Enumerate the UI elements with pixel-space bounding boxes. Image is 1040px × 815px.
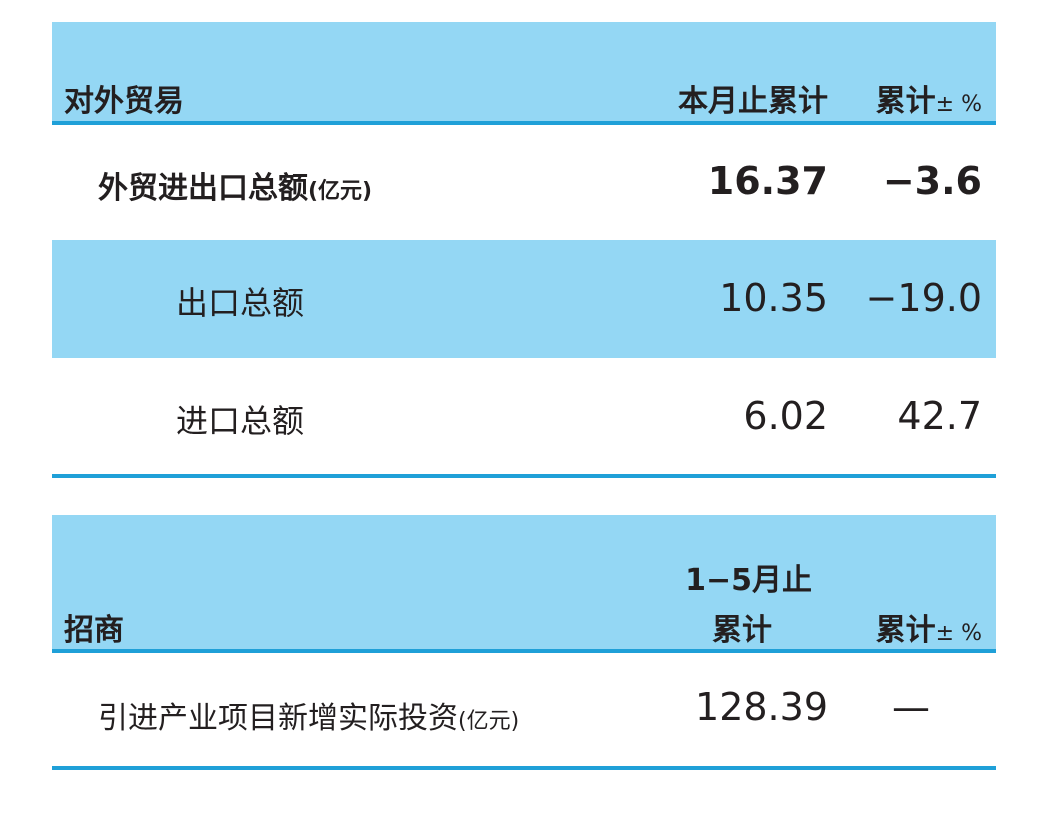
- header-rule: [52, 649, 996, 653]
- bottom-rule: [52, 474, 996, 478]
- header-title: 对外贸易: [64, 84, 184, 119]
- row-value: 128.39: [695, 685, 828, 729]
- row-value: 6.02: [743, 394, 828, 438]
- table-row: 进口总额 6.02 42.7: [52, 358, 996, 474]
- header-col1-line2: 累计: [712, 613, 772, 648]
- row-change: −3.6: [882, 159, 982, 203]
- bottom-rule: [52, 766, 996, 770]
- table-header: 对外贸易 本月止累计 累计± %: [52, 22, 996, 122]
- row-change: 42.7: [897, 394, 982, 438]
- header-col2: 累计± %: [876, 605, 982, 649]
- header-col2: 累计± %: [876, 76, 982, 120]
- foreign-trade-table: 对外贸易 本月止累计 累计± % 外贸进出口总额(亿元) 16.37 −3.6 …: [52, 22, 996, 482]
- row-label: 进口总额: [176, 402, 305, 440]
- header-col1: 本月止累计: [678, 84, 828, 119]
- row-label: 外贸进出口总额(亿元): [98, 163, 372, 207]
- header-col2-suffix: ± %: [935, 621, 982, 646]
- row-change: −19.0: [865, 276, 982, 320]
- header-col1-line1: 1−5月止: [685, 563, 812, 598]
- row-label-text: 外贸进出口总额: [98, 171, 308, 206]
- row-unit: (亿元): [308, 179, 373, 204]
- row-unit: (亿元): [458, 709, 520, 734]
- row-label-text: 引进产业项目新增实际投资: [98, 701, 458, 736]
- header-col2-suffix: ± %: [935, 92, 982, 117]
- header-col2-label: 累计: [875, 84, 936, 119]
- row-label: 引进产业项目新增实际投资(亿元): [98, 693, 519, 737]
- header-rule: [52, 121, 996, 125]
- table-row: 出口总额 10.35 −19.0: [52, 240, 996, 358]
- investment-table: 招商 1−5月止 累计 累计± % 引进产业项目新增实际投资(亿元) 128.3…: [52, 515, 996, 775]
- table-header: 招商 1−5月止 累计 累计± %: [52, 515, 996, 650]
- row-change: —: [892, 685, 930, 729]
- header-col2-label: 累计: [875, 613, 936, 648]
- row-value: 16.37: [707, 159, 828, 203]
- table-row: 外贸进出口总额(亿元) 16.37 −3.6: [52, 125, 996, 240]
- row-label: 出口总额: [176, 284, 305, 322]
- header-title: 招商: [64, 613, 124, 648]
- table-row: 引进产业项目新增实际投资(亿元) 128.39 —: [52, 653, 996, 765]
- row-value: 10.35: [719, 276, 828, 320]
